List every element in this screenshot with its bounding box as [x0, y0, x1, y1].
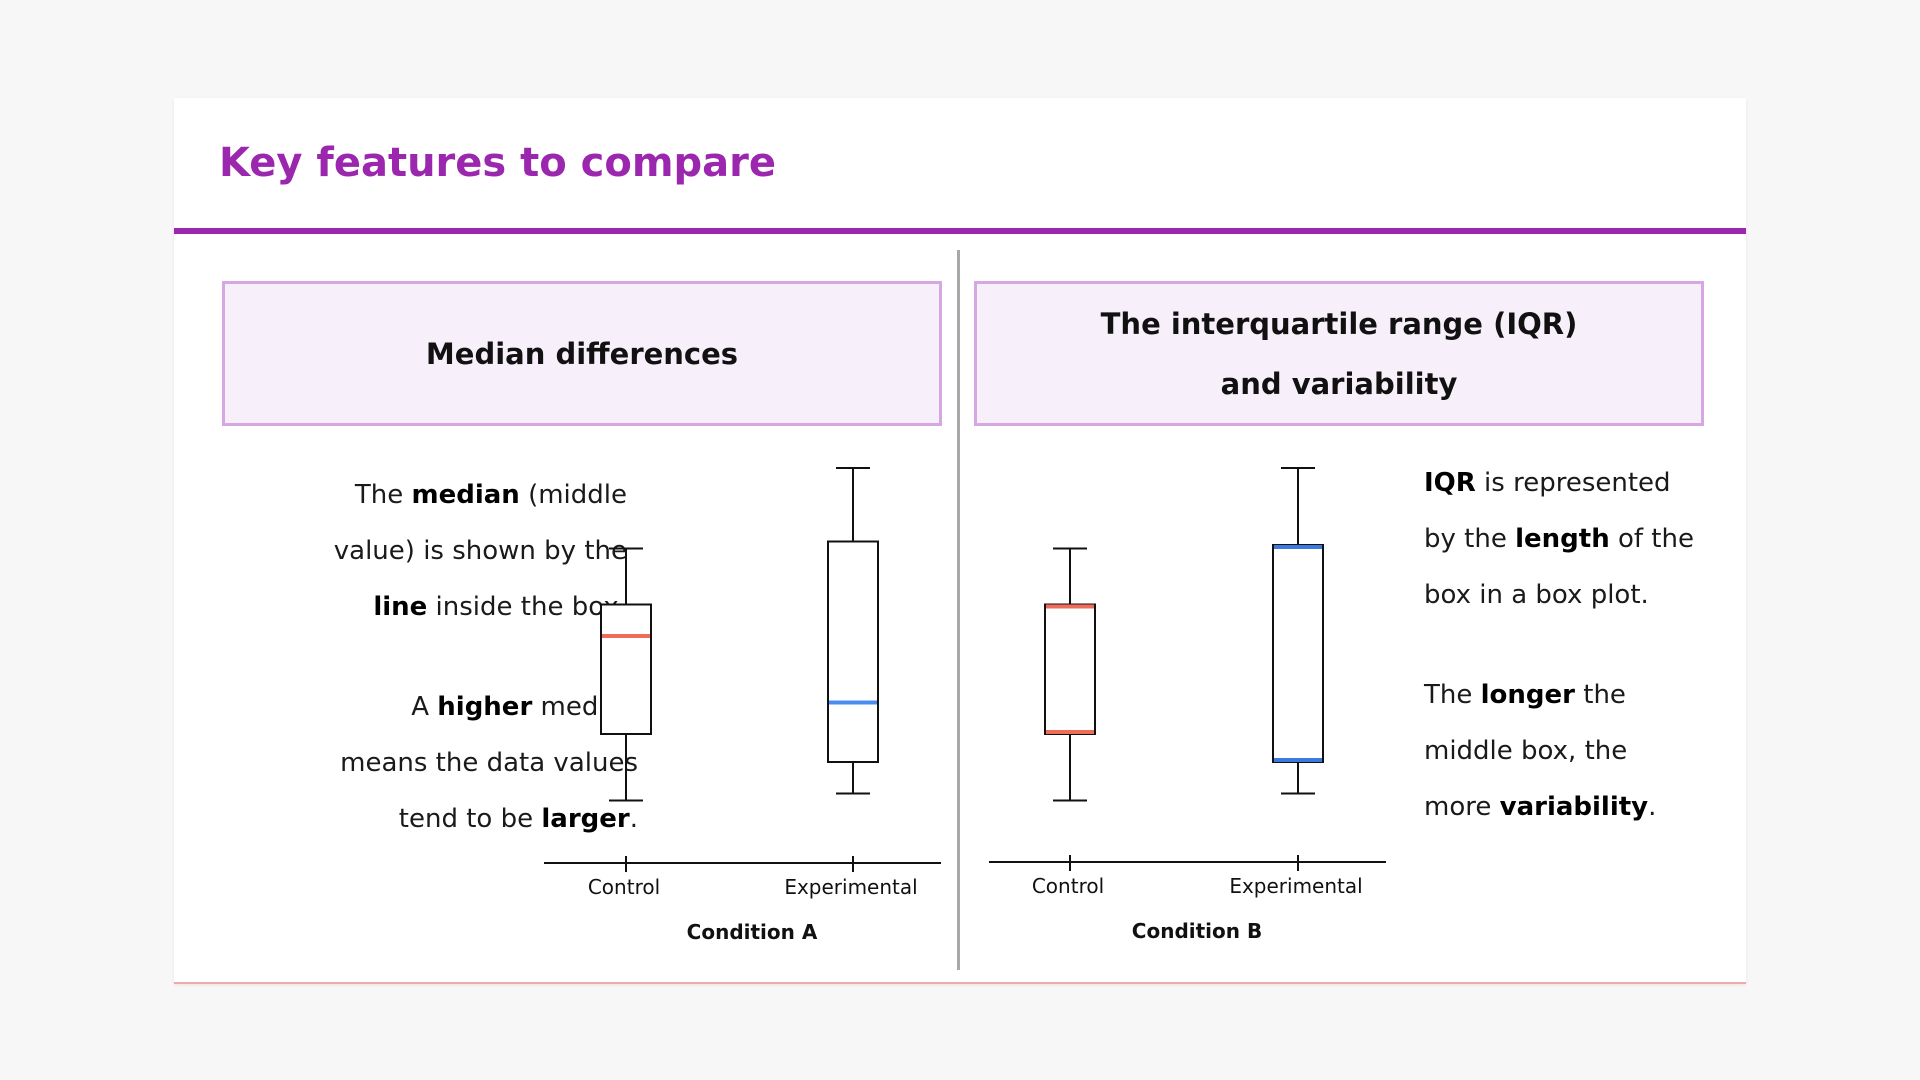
- x-axis-title: Condition B: [1132, 919, 1262, 943]
- text-run: is represented: [1475, 468, 1671, 498]
- category-label: Experimental: [1229, 874, 1362, 898]
- text-run: by the: [1424, 524, 1516, 554]
- median-differences-header: Median differences: [222, 281, 942, 426]
- category-label: Experimental: [784, 875, 917, 899]
- iqr-header-line-2: and variability: [1220, 366, 1458, 401]
- median-explanation: The median (middle value) is shown by the…: [334, 467, 627, 635]
- iqr-box: [827, 540, 879, 763]
- x-axis-title: Condition A: [687, 920, 818, 944]
- box-experimental: Experimental: [784, 467, 918, 899]
- text-run: middle box, the: [1424, 736, 1628, 766]
- text-run: means the data values: [340, 748, 638, 778]
- text-line: more variability.: [1424, 779, 1656, 835]
- text-run: .: [629, 804, 638, 834]
- text-line: box in a box plot.: [1424, 567, 1694, 623]
- emphasis-word: variability: [1499, 792, 1649, 822]
- text-line: by the length of the: [1424, 511, 1694, 567]
- iqr-box: [600, 603, 652, 735]
- iqr-box: [1272, 544, 1324, 763]
- iqr-variability-header: The interquartile range (IQR) and variab…: [974, 281, 1704, 426]
- emphasis-word: higher: [437, 692, 533, 722]
- emphasis-word: median: [411, 480, 520, 510]
- text-run: value) is shown by the: [333, 536, 627, 566]
- title-underline: [174, 228, 1746, 234]
- text-line: value) is shown by the: [334, 523, 627, 579]
- category-label: Control: [1032, 874, 1104, 898]
- iqr-box: [1044, 603, 1096, 735]
- panel-divider: [957, 250, 960, 970]
- iqr-header-line-1: The interquartile range (IQR): [1100, 306, 1578, 341]
- text-run: The: [1424, 680, 1481, 710]
- emphasis-word: line: [373, 592, 428, 622]
- median-differences-header-text: Median differences: [425, 336, 739, 371]
- variability-explanation: The longer the middle box, the more variab…: [1424, 667, 1656, 835]
- emphasis-word: larger: [541, 804, 630, 834]
- emphasis-word: longer: [1480, 680, 1575, 710]
- category-label: Control: [588, 875, 660, 899]
- text-run: of the: [1609, 524, 1694, 554]
- slide-title: Key features to compare: [219, 140, 777, 186]
- text-line: The median (middle: [334, 467, 627, 523]
- text-run: (middle: [519, 480, 627, 510]
- text-line: middle box, the: [1424, 723, 1656, 779]
- box-plot-condition-b: Control Experimental Condition B: [989, 467, 1386, 943]
- box-plot-charts: Control Experimental Condition A Control Exp…: [544, 467, 1386, 944]
- iqr-explanation: IQR is represented by the length of the bo…: [1424, 455, 1694, 623]
- box-control: Control: [588, 547, 660, 899]
- text-line: The longer the: [1424, 667, 1656, 723]
- box-experimental: Experimental: [1229, 467, 1363, 898]
- text-run: more: [1424, 792, 1500, 822]
- text-run: tend to be: [398, 804, 542, 834]
- text-run: inside the box.: [427, 592, 627, 622]
- box-control: Control: [1032, 547, 1104, 898]
- text-run: .: [1648, 792, 1657, 822]
- text-run: The: [354, 480, 412, 510]
- emphasis-word: length: [1515, 524, 1610, 554]
- text-run: box in a box plot.: [1424, 580, 1649, 610]
- text-run: A: [411, 692, 438, 722]
- text-line: IQR is represented: [1424, 455, 1694, 511]
- slide: Key features to compare Median differenc…: [174, 98, 1746, 984]
- text-line: line inside the box.: [334, 579, 627, 635]
- box-plot-condition-a: Control Experimental Condition A: [544, 467, 941, 944]
- text-run: the: [1574, 680, 1626, 710]
- text-line: means the data values: [340, 735, 638, 791]
- emphasis-word: IQR: [1424, 468, 1476, 498]
- text-line: tend to be larger.: [340, 791, 638, 847]
